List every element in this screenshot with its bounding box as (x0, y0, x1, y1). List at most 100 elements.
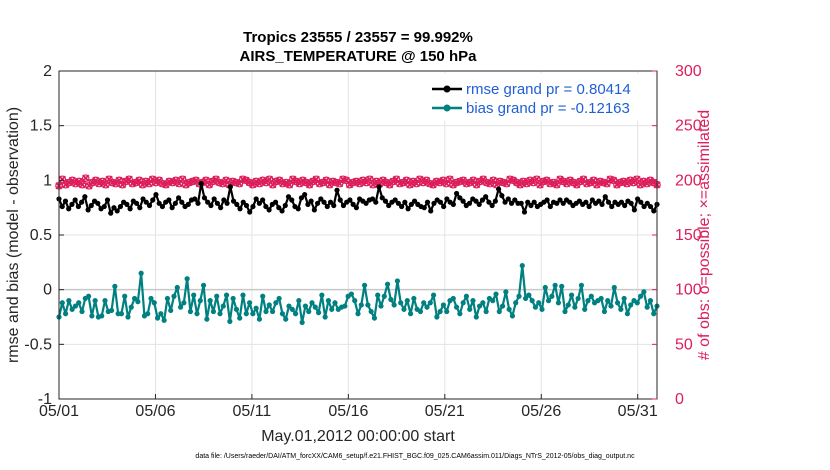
bias-point (555, 300, 562, 306)
bias-point (539, 306, 545, 312)
bias-point (233, 306, 240, 312)
bias-point (62, 311, 69, 317)
bias-point (578, 282, 585, 288)
y-axis: -1 -0.5 0 0.5 1 1.5 2 (24, 63, 64, 408)
rmse-point (331, 202, 337, 209)
rmse-point (379, 195, 385, 201)
bias-point (470, 298, 476, 304)
y-tick-label: 0 (43, 282, 52, 299)
bias-point (168, 307, 174, 314)
rmse-point (363, 200, 369, 206)
bias-point (605, 298, 611, 304)
x-tick-label: 05/31 (618, 403, 658, 420)
bias-point (529, 298, 535, 304)
bias-point (641, 289, 647, 295)
bias-point (76, 300, 82, 306)
legend-rmse-marker (443, 85, 451, 93)
rmse-point (599, 201, 605, 207)
rmse-point (137, 205, 143, 211)
rmse-point (347, 197, 353, 203)
rmse-point (253, 196, 259, 202)
bias-point (628, 302, 634, 308)
bias-point (112, 283, 118, 289)
rmse-point (586, 203, 592, 210)
bias-point (562, 308, 568, 315)
y2-tick-label: 100 (675, 282, 702, 299)
rmse-point (405, 206, 411, 212)
bias-point (102, 298, 108, 304)
bias-point (210, 308, 217, 315)
rmse-point (272, 199, 279, 205)
bias-point (601, 308, 608, 315)
rmse-point (201, 195, 208, 201)
rmse-point (114, 208, 120, 214)
bias-point (621, 295, 627, 302)
bias-point (388, 296, 394, 303)
rmse-point (79, 199, 85, 205)
bias-point (460, 300, 466, 306)
rmse-point (62, 198, 69, 204)
bias-point (89, 313, 95, 319)
bias-point (624, 311, 631, 317)
obs-assimilated-point (82, 174, 90, 182)
rmse-point (340, 202, 347, 209)
rmse-point (72, 197, 78, 203)
bias-point (637, 293, 644, 299)
rmse-point (75, 203, 81, 210)
bias-point (253, 305, 259, 311)
bias-point (131, 295, 138, 302)
bias-point (559, 283, 565, 289)
rmse-point (218, 205, 224, 211)
rmse-point (492, 198, 498, 204)
bias-point (496, 308, 502, 315)
y2-tick-label: 250 (675, 118, 702, 135)
bias-point (526, 292, 532, 298)
x-axis-label: May.01,2012 00:00:00 start (261, 428, 455, 445)
bias-point (174, 284, 180, 291)
bias-point (292, 311, 299, 317)
bias-point (158, 311, 164, 317)
rmse-point (589, 197, 595, 203)
obs-assimilated-mark (82, 174, 90, 182)
obs-assimilated-mark (102, 181, 110, 189)
rmse-point (243, 202, 250, 209)
bias-series (56, 263, 660, 326)
rmse-point (631, 207, 637, 213)
rmse-point (172, 200, 178, 206)
bias-point (108, 307, 115, 314)
rmse-point (638, 199, 644, 205)
obs-assimilated-point (533, 175, 541, 183)
bias-point (513, 300, 519, 306)
rmse-point (88, 202, 94, 209)
bias-point (355, 311, 361, 317)
bias-point (463, 293, 470, 299)
rmse-point (256, 200, 263, 206)
bias-point (184, 276, 190, 282)
rmse-point (531, 199, 537, 205)
bias-point (85, 293, 92, 299)
y-axis-label: rmse and bias (model - observation) (5, 107, 22, 363)
rmse-point (644, 200, 650, 206)
y-tick-label: 2 (43, 63, 52, 80)
rmse-point (528, 202, 534, 209)
bias-point (368, 308, 374, 315)
bias-point (444, 308, 450, 315)
y2-tick-label: 0 (675, 391, 684, 408)
obs-assimilated-mark (533, 175, 541, 183)
rmse-point (489, 202, 495, 209)
rmse-point (282, 202, 288, 209)
rmse-point (605, 199, 612, 205)
rmse-point (111, 205, 117, 211)
rmse-point (59, 203, 65, 210)
bias-point (542, 284, 548, 291)
bias-point (404, 298, 410, 304)
bias-point (618, 306, 624, 312)
rmse-point (560, 200, 566, 206)
bias-point (614, 300, 621, 306)
bias-point (138, 270, 144, 276)
bias-point (250, 311, 256, 317)
rmse-point (308, 198, 314, 204)
rmse-point (108, 210, 114, 216)
bias-point (164, 295, 171, 302)
rmse-point (382, 198, 389, 204)
